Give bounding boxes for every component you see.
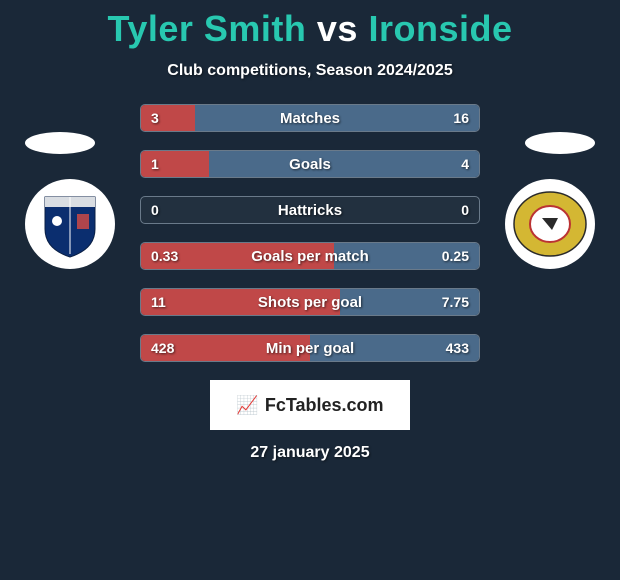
flag-right bbox=[525, 132, 595, 154]
footer-logo: 📈 FcTables.com bbox=[210, 380, 410, 430]
flag-left bbox=[25, 132, 95, 154]
stat-row: 0 0Hattricks bbox=[140, 196, 480, 224]
content-area: 316Matches 14Goals 0 0Hattricks 0.330.25Goal… bbox=[0, 104, 620, 462]
stat-value-left: 0 bbox=[151, 197, 159, 223]
bar-fill-right bbox=[310, 335, 479, 361]
shield-icon bbox=[35, 189, 105, 259]
comparison-bars: 316Matches 14Goals 0 0Hattricks 0.330.25Goal… bbox=[140, 104, 480, 362]
bar-fill-left bbox=[141, 105, 195, 131]
comparison-title: Tyler Smith vs Ironside bbox=[0, 0, 620, 50]
bar-fill-left bbox=[141, 335, 310, 361]
stat-row: 117.75Shots per goal bbox=[140, 288, 480, 316]
stat-row: 14Goals bbox=[140, 150, 480, 178]
bar-fill-left bbox=[141, 151, 209, 177]
bar-fill-right bbox=[340, 289, 479, 315]
bar-fill-left bbox=[141, 289, 340, 315]
title-vs: vs bbox=[306, 8, 368, 49]
stat-row: 428433Min per goal bbox=[140, 334, 480, 362]
footer-date: 27 january 2025 bbox=[0, 444, 620, 462]
chart-icon: 📈 bbox=[236, 395, 258, 416]
bar-fill-right bbox=[195, 105, 479, 131]
stat-row: 0.330.25Goals per match bbox=[140, 242, 480, 270]
stat-row: 316Matches bbox=[140, 104, 480, 132]
title-right-player: Ironside bbox=[368, 8, 512, 49]
club-badge-right bbox=[505, 179, 595, 269]
bar-fill-left bbox=[141, 243, 334, 269]
shield-icon bbox=[512, 186, 588, 262]
season-subtitle: Club competitions, Season 2024/2025 bbox=[0, 62, 620, 80]
bar-fill-right bbox=[334, 243, 479, 269]
stat-value-right: 0 bbox=[461, 197, 469, 223]
title-left-player: Tyler Smith bbox=[108, 8, 307, 49]
bar-fill-right bbox=[209, 151, 479, 177]
stat-label: Hattricks bbox=[141, 197, 479, 223]
footer-logo-text: FcTables.com bbox=[265, 395, 384, 416]
club-badge-left bbox=[25, 179, 115, 269]
